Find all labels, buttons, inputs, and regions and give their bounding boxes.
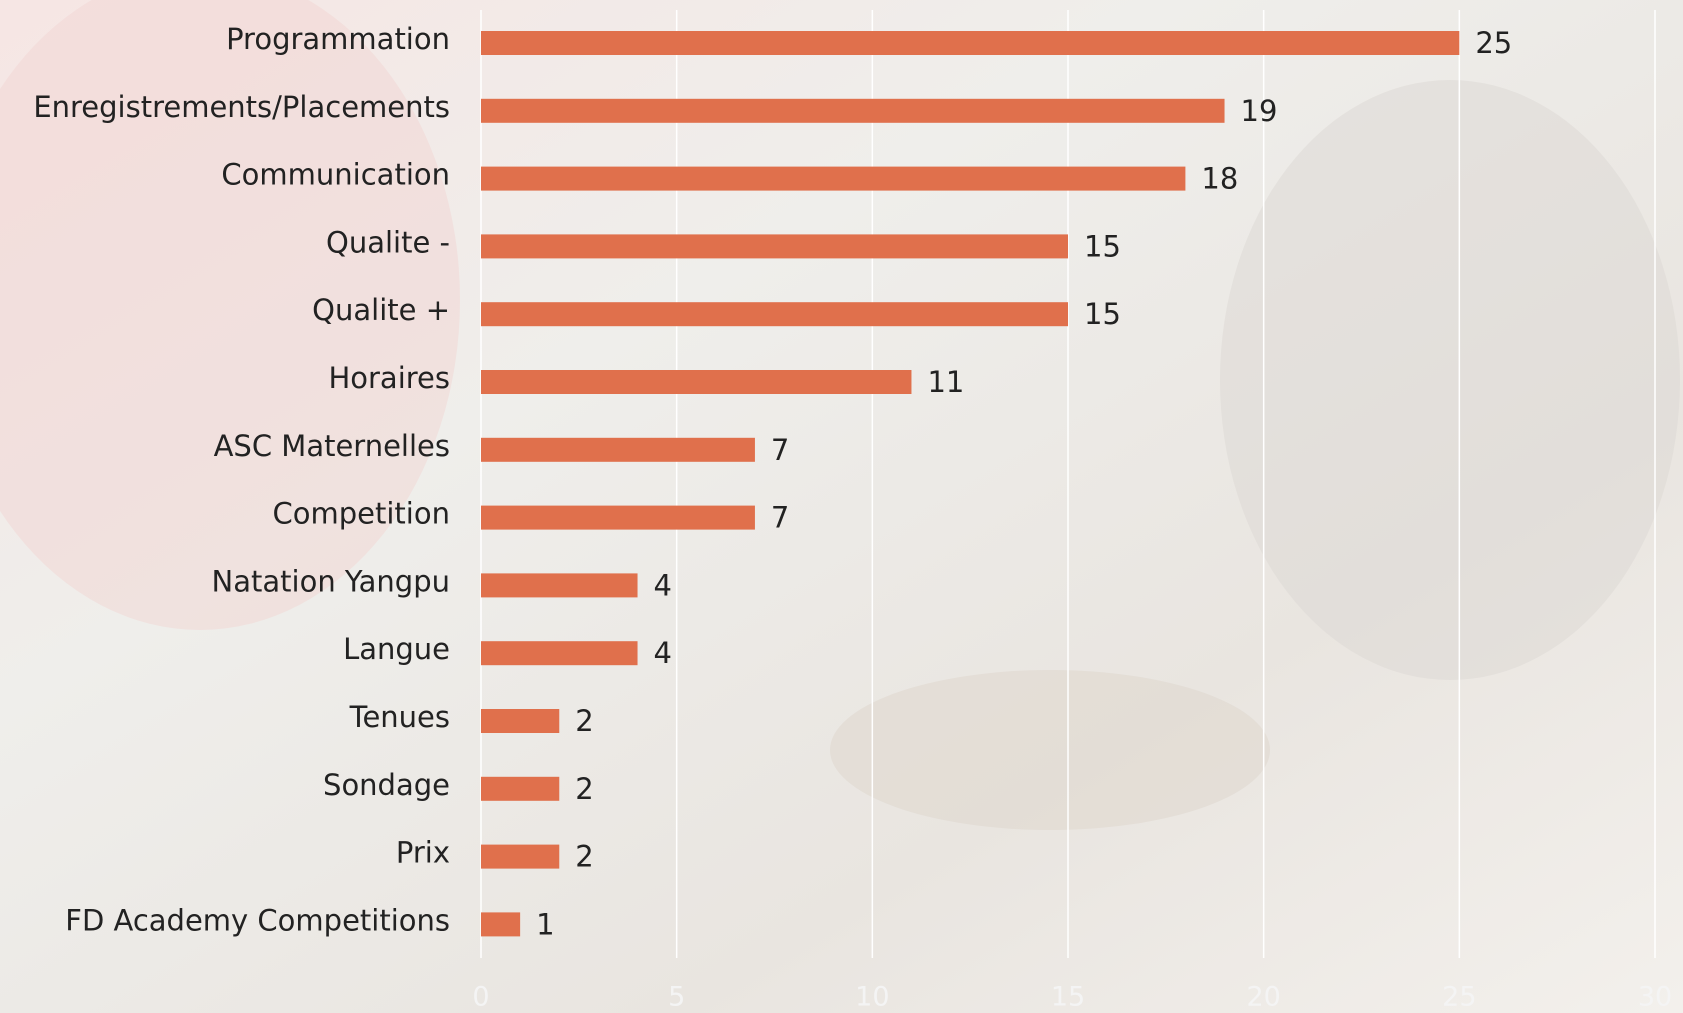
- y-tick-label: ASC Maternelles: [214, 429, 450, 463]
- x-tick-label: 25: [1442, 982, 1476, 1013]
- y-tick-label: Natation Yangpu: [212, 564, 450, 598]
- y-tick-label: Horaires: [328, 361, 450, 395]
- x-tick-label: 20: [1246, 982, 1280, 1013]
- x-tick-label: 0: [472, 982, 489, 1013]
- y-tick-label: Tenues: [349, 700, 450, 734]
- value-label: 7: [771, 433, 789, 467]
- y-tick-label: Prix: [396, 836, 450, 870]
- value-label: 25: [1475, 26, 1512, 60]
- y-tick-label: Langue: [343, 632, 450, 666]
- value-label: 4: [654, 568, 672, 602]
- bar: [481, 438, 755, 462]
- bar: [481, 912, 520, 936]
- y-tick-label: Competition: [273, 497, 450, 531]
- value-label: 15: [1084, 297, 1121, 331]
- y-tick-label: FD Academy Competitions: [65, 903, 450, 937]
- bar: [481, 845, 559, 869]
- background-shape: [830, 670, 1270, 830]
- chart: 0 5 10 15 20 25 30 Programmation 25 Enregistremen…: [0, 0, 1683, 1013]
- bar: [481, 167, 1185, 191]
- bar: [481, 506, 755, 530]
- background-shape: [1220, 80, 1680, 680]
- value-label: 2: [575, 840, 593, 874]
- bar: [481, 302, 1068, 326]
- bar: [481, 709, 559, 733]
- value-label: 2: [575, 704, 593, 738]
- x-tick-label: 10: [855, 982, 889, 1013]
- value-label: 7: [771, 501, 789, 535]
- value-label: 11: [927, 365, 964, 399]
- bar: [481, 99, 1225, 123]
- y-tick-label: Sondage: [323, 768, 450, 802]
- value-label: 19: [1241, 94, 1278, 128]
- value-label: 2: [575, 772, 593, 806]
- bar: [481, 777, 559, 801]
- y-tick-label: Enregistrements/Placements: [33, 90, 450, 124]
- y-tick-label: Qualite +: [312, 293, 450, 327]
- x-tick-label: 5: [668, 982, 685, 1013]
- x-tick-label: 15: [1051, 982, 1085, 1013]
- bar: [481, 641, 638, 665]
- bar: [481, 234, 1068, 258]
- y-tick-label: Programmation: [226, 22, 450, 56]
- y-tick-label: Qualite -: [326, 225, 450, 259]
- value-label: 18: [1201, 162, 1238, 196]
- value-label: 4: [654, 636, 672, 670]
- bar: [481, 370, 911, 394]
- page: 0 5 10 15 20 25 30 Programmation 25 Enregistremen…: [0, 0, 1683, 1013]
- bar: [481, 573, 638, 597]
- value-label: 1: [536, 907, 554, 941]
- value-label: 15: [1084, 229, 1121, 263]
- x-tick-label: 30: [1638, 982, 1672, 1013]
- bar: [481, 31, 1459, 55]
- y-tick-label: Communication: [221, 158, 450, 192]
